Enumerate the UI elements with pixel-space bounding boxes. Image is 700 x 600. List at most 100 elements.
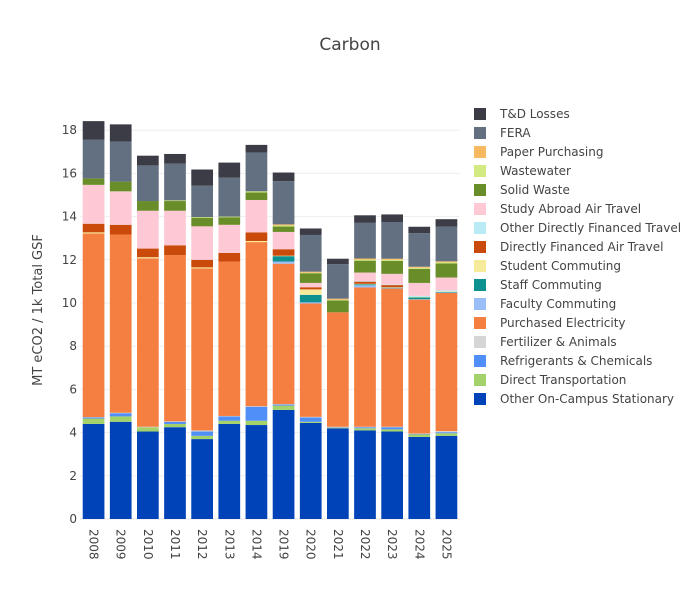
bar-segment-student-commuting[interactable] bbox=[191, 267, 213, 269]
bar-segment-wastewater[interactable] bbox=[272, 225, 295, 227]
bar-segment-fertilizer-animals[interactable] bbox=[245, 406, 268, 407]
bar-segment-fera[interactable] bbox=[299, 234, 322, 272]
bar-segment-directly-financed-air-travel[interactable] bbox=[191, 259, 213, 268]
bar-segment-directly-financed-air-travel[interactable] bbox=[137, 248, 159, 258]
bar-segment-directly-financed-air-travel[interactable] bbox=[354, 281, 376, 284]
bar-segment-fera[interactable] bbox=[381, 222, 403, 259]
bar-segment-staff-commuting[interactable] bbox=[381, 287, 403, 289]
bar-segment-solid-waste[interactable] bbox=[164, 201, 186, 211]
bar-segment-purchased-electricity[interactable] bbox=[435, 292, 458, 432]
bar-segment-wastewater[interactable] bbox=[408, 267, 431, 269]
bar-segment-paper-purchasing[interactable] bbox=[327, 298, 349, 300]
bar-segment-student-commuting[interactable] bbox=[82, 232, 105, 234]
legend-item-wastewater[interactable]: Wastewater bbox=[474, 164, 571, 178]
bar-segment-t-d-losses[interactable] bbox=[327, 258, 349, 265]
bar-segment-refrigerants-chemicals[interactable] bbox=[109, 413, 132, 417]
bar-segment-study-abroad-air-travel[interactable] bbox=[137, 210, 159, 249]
bar-segment-student-commuting[interactable] bbox=[408, 296, 431, 298]
bar-segment-fera[interactable] bbox=[218, 177, 241, 217]
bar-segment-paper-purchasing[interactable] bbox=[435, 261, 458, 263]
bar-segment-wastewater[interactable] bbox=[218, 216, 241, 218]
bar-segment-staff-commuting[interactable] bbox=[354, 284, 376, 286]
bar-segment-study-abroad-air-travel[interactable] bbox=[218, 224, 241, 253]
legend-item-study-abroad-air-travel[interactable]: Study Abroad Air Travel bbox=[474, 202, 641, 216]
bar-segment-paper-purchasing[interactable] bbox=[354, 258, 376, 260]
legend-item-t-d-losses[interactable]: T&D Losses bbox=[474, 107, 570, 121]
bar-segment-t-d-losses[interactable] bbox=[272, 172, 295, 182]
bar-segment-directly-financed-air-travel[interactable] bbox=[164, 245, 186, 256]
bar-segment-solid-waste[interactable] bbox=[299, 273, 322, 283]
bar-segment-refrigerants-chemicals[interactable] bbox=[164, 421, 186, 424]
bar-segment-other-on-campus-stationary[interactable] bbox=[381, 431, 403, 519]
bar-segment-t-d-losses[interactable] bbox=[137, 155, 159, 166]
bar-segment-purchased-electricity[interactable] bbox=[82, 233, 105, 418]
bar-segment-refrigerants-chemicals[interactable] bbox=[82, 417, 105, 419]
bar-segment-directly-financed-air-travel[interactable] bbox=[245, 232, 268, 242]
bar-segment-solid-waste[interactable] bbox=[82, 178, 105, 185]
bar-stack-2024[interactable] bbox=[408, 226, 431, 519]
bar-segment-t-d-losses[interactable] bbox=[299, 228, 322, 235]
bar-segment-wastewater[interactable] bbox=[354, 259, 376, 261]
bar-segment-study-abroad-air-travel[interactable] bbox=[354, 272, 376, 282]
bar-segment-fera[interactable] bbox=[354, 222, 376, 259]
bar-segment-refrigerants-chemicals[interactable] bbox=[408, 433, 431, 435]
bar-segment-wastewater[interactable] bbox=[164, 200, 186, 202]
bar-segment-direct-transportation[interactable] bbox=[408, 434, 431, 437]
legend-item-fera[interactable]: FERA bbox=[474, 126, 531, 140]
bar-segment-other-on-campus-stationary[interactable] bbox=[408, 436, 431, 519]
bar-segment-t-d-losses[interactable] bbox=[109, 124, 132, 142]
bar-segment-t-d-losses[interactable] bbox=[408, 226, 431, 234]
bar-segment-direct-transportation[interactable] bbox=[109, 416, 132, 422]
bar-segment-wastewater[interactable] bbox=[327, 299, 349, 301]
legend-item-staff-commuting[interactable]: Staff Commuting bbox=[474, 278, 602, 292]
bar-segment-fera[interactable] bbox=[272, 181, 295, 225]
bar-segment-purchased-electricity[interactable] bbox=[164, 255, 186, 422]
bar-segment-paper-purchasing[interactable] bbox=[408, 266, 431, 268]
bar-segment-fera[interactable] bbox=[245, 152, 268, 192]
bar-segment-faculty-commuting[interactable] bbox=[381, 288, 403, 289]
bar-segment-solid-waste[interactable] bbox=[109, 181, 132, 192]
bar-stack-2023[interactable] bbox=[381, 214, 403, 519]
bar-segment-other-on-campus-stationary[interactable] bbox=[272, 409, 295, 519]
bar-segment-refrigerants-chemicals[interactable] bbox=[299, 417, 322, 422]
bar-segment-direct-transportation[interactable] bbox=[272, 405, 295, 410]
bar-segment-solid-waste[interactable] bbox=[137, 201, 159, 211]
legend-item-other-on-campus-stationary[interactable]: Other On-Campus Stationary bbox=[474, 392, 674, 406]
bar-segment-direct-transportation[interactable] bbox=[191, 435, 213, 440]
bar-segment-purchased-electricity[interactable] bbox=[191, 268, 213, 431]
bar-segment-direct-transportation[interactable] bbox=[354, 428, 376, 431]
bar-segment-refrigerants-chemicals[interactable] bbox=[272, 404, 295, 406]
bar-segment-student-commuting[interactable] bbox=[435, 291, 458, 293]
bar-segment-other-on-campus-stationary[interactable] bbox=[82, 423, 105, 519]
bar-segment-fera[interactable] bbox=[435, 226, 458, 262]
bar-segment-direct-transportation[interactable] bbox=[137, 427, 159, 432]
bar-stack-2011[interactable] bbox=[164, 153, 186, 519]
bar-segment-wastewater[interactable] bbox=[245, 191, 268, 193]
bar-segment-direct-transportation[interactable] bbox=[381, 429, 403, 432]
bar-segment-student-commuting[interactable] bbox=[137, 257, 159, 259]
bar-segment-solid-waste[interactable] bbox=[408, 268, 431, 283]
bar-segment-study-abroad-air-travel[interactable] bbox=[408, 282, 431, 296]
bar-segment-directly-financed-air-travel[interactable] bbox=[272, 249, 295, 256]
bar-stack-2020[interactable] bbox=[299, 228, 322, 519]
bar-segment-other-on-campus-stationary[interactable] bbox=[109, 421, 132, 519]
bar-segment-fera[interactable] bbox=[109, 141, 132, 182]
bar-segment-solid-waste[interactable] bbox=[245, 192, 268, 200]
bar-segment-paper-purchasing[interactable] bbox=[272, 224, 295, 226]
bar-stack-2009[interactable] bbox=[109, 124, 132, 519]
bar-stack-2025[interactable] bbox=[435, 219, 458, 519]
legend-item-solid-waste[interactable]: Solid Waste bbox=[474, 183, 570, 197]
bar-segment-fera[interactable] bbox=[82, 139, 105, 179]
bar-segment-directly-financed-air-travel[interactable] bbox=[218, 252, 241, 262]
bar-segment-fertilizer-animals[interactable] bbox=[408, 433, 431, 434]
bar-segment-t-d-losses[interactable] bbox=[381, 214, 403, 222]
bar-segment-purchased-electricity[interactable] bbox=[218, 261, 241, 416]
bar-segment-t-d-losses[interactable] bbox=[218, 162, 241, 178]
bar-segment-study-abroad-air-travel[interactable] bbox=[435, 277, 458, 291]
legend-item-other-directly-financed-travel[interactable]: Other Directly Financed Travel bbox=[474, 221, 681, 235]
bar-stack-2014[interactable] bbox=[245, 144, 268, 519]
bar-segment-fertilizer-animals[interactable] bbox=[272, 404, 295, 405]
bar-segment-study-abroad-air-travel[interactable] bbox=[245, 199, 268, 233]
bar-segment-fertilizer-animals[interactable] bbox=[381, 426, 403, 428]
bar-segment-direct-transportation[interactable] bbox=[218, 420, 241, 424]
